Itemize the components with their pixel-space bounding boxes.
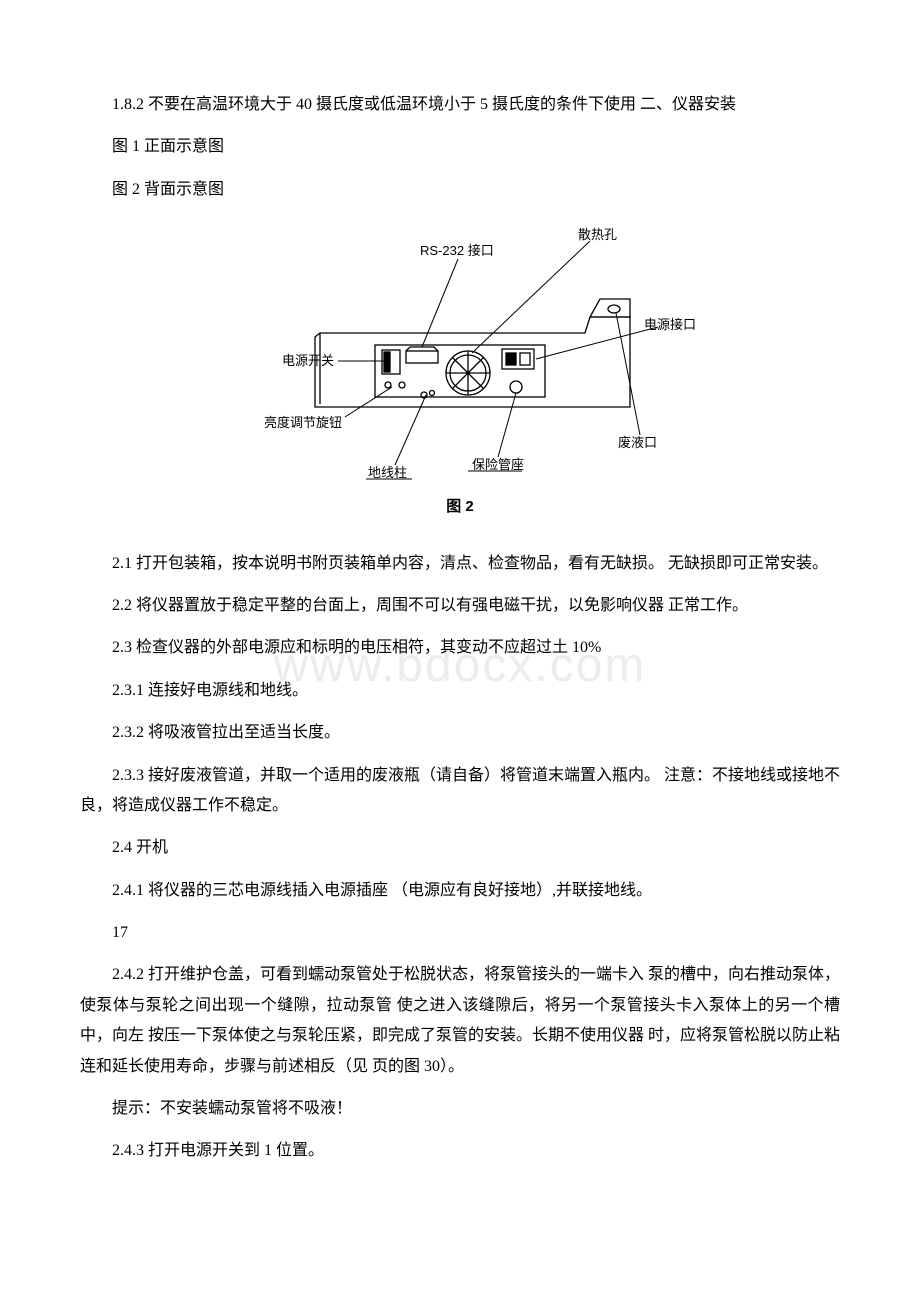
label-rs232: RS-232 接口	[420, 243, 494, 258]
paragraph-2-1: 2.1 打开包装箱，按本说明书附页装箱单内容，清点、检查物品，看有无缺损。 无缺…	[80, 549, 840, 579]
paragraph-fig1-caption: 图 1 正面示意图	[80, 132, 840, 162]
paragraph-2-3-2: 2.3.2 将吸液管拉出至适当长度。	[80, 718, 840, 748]
label-heat-hole: 散热孔	[578, 227, 617, 242]
paragraph-tip: 提示：不安装蠕动泵管将不吸液！	[80, 1094, 840, 1124]
diagram-figure-2: RS-232 接口 散热孔 电源开关 电源接口 亮度调节旋钮 地线柱 保险管座 …	[80, 217, 840, 528]
paragraph-2-4-3: 2.4.3 打开电源开关到 1 位置。	[80, 1136, 840, 1166]
document-content: 1.8.2 不要在高温环境大于 40 摄氏度或低温环境小于 5 摄氏度的条件下使…	[80, 90, 840, 1167]
paragraph-2-4-1: 2.4.1 将仪器的三芯电源线插入电源插座 （电源应有良好接地）,并联接地线。	[80, 876, 840, 906]
label-power-port: 电源接口	[644, 317, 696, 332]
paragraph-2-2: 2.2 将仪器置放于稳定平整的台面上，周围不可以有强电磁干扰，以免影响仪器 正常…	[80, 591, 840, 621]
label-ground: 地线柱	[368, 465, 407, 480]
paragraph-2-3-3: 2.3.3 接好废液管道，并取一个适用的废液瓶（请自备）将管道末端置入瓶内。 注…	[80, 761, 840, 822]
paragraph-2-4: 2.4 开机	[80, 833, 840, 863]
label-waste: 废液口	[618, 435, 657, 450]
paragraph-2-3-1: 2.3.1 连接好电源线和地线。	[80, 676, 840, 706]
label-brightness: 亮度调节旋钮	[264, 415, 342, 430]
paragraph-fig2-caption: 图 2 背面示意图	[80, 175, 840, 205]
paragraph-page-number: 17	[80, 918, 840, 948]
paragraph-2-4-2: 2.4.2 打开维护仓盖，可看到蠕动泵管处于松脱状态，将泵管接头的一端卡入 泵的…	[80, 960, 840, 1082]
rear-panel-diagram: RS-232 接口 散热孔 电源开关 电源接口 亮度调节旋钮 地线柱 保险管座 …	[220, 217, 700, 517]
label-power-switch: 电源开关	[282, 353, 334, 368]
paragraph-1-8-2: 1.8.2 不要在高温环境大于 40 摄氏度或低温环境小于 5 摄氏度的条件下使…	[80, 90, 840, 120]
diagram-caption: 图 2	[446, 498, 474, 515]
label-fuse: 保险管座	[472, 457, 524, 472]
paragraph-2-3: 2.3 检查仪器的外部电源应和标明的电压相符，其变动不应超过土 10%	[80, 633, 840, 663]
